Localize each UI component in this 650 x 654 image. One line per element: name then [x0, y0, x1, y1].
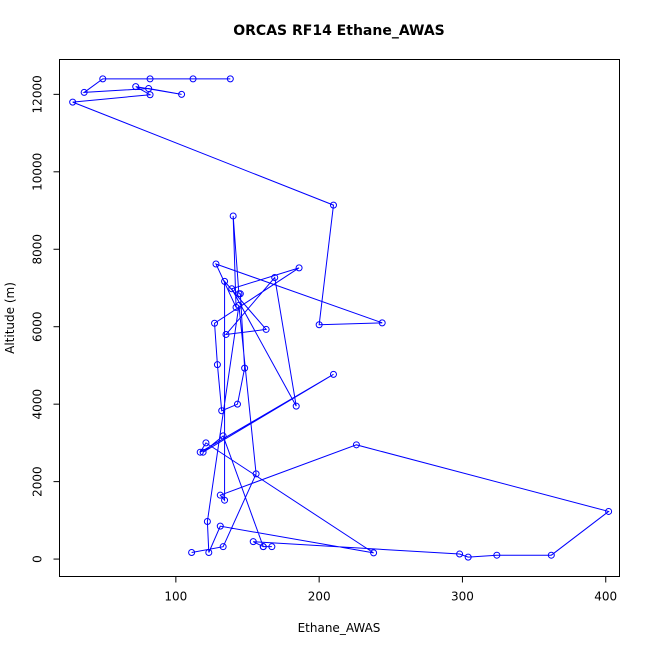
- data-point: [188, 548, 196, 556]
- data-point: [295, 264, 303, 272]
- data-point: [146, 75, 154, 83]
- data-point: [146, 91, 154, 99]
- y-tick-label: 4000: [31, 389, 45, 420]
- data-point: [370, 549, 378, 557]
- data-point: [315, 321, 323, 329]
- data-point: [211, 319, 219, 327]
- data-point: [219, 543, 227, 551]
- data-point: [222, 330, 230, 338]
- y-axis-label: Altitude (m): [3, 282, 17, 354]
- data-point: [199, 448, 207, 456]
- data-point: [271, 274, 279, 282]
- data-point: [228, 285, 236, 293]
- x-tick-label: 200: [308, 590, 331, 604]
- data-point: [605, 507, 613, 515]
- data-point: [241, 364, 249, 372]
- x-tick-label: 400: [594, 590, 617, 604]
- data-point: [69, 98, 77, 106]
- data-point: [218, 407, 226, 415]
- data-point: [268, 543, 276, 551]
- y-tick-label: 2000: [31, 466, 45, 497]
- data-point: [236, 290, 244, 298]
- data-point: [292, 402, 300, 410]
- data-point: [547, 551, 555, 559]
- data-point: [329, 201, 337, 209]
- data-point: [352, 441, 360, 449]
- data-point: [178, 90, 186, 98]
- data-point: [216, 491, 224, 499]
- x-axis-label: Ethane_AWAS: [298, 621, 381, 635]
- data-point: [221, 277, 229, 285]
- data-point: [189, 75, 197, 83]
- data-point: [259, 543, 267, 551]
- data-point: [213, 361, 221, 369]
- y-tick-label: 10000: [31, 153, 45, 191]
- data-point: [221, 496, 229, 504]
- data-point: [235, 301, 243, 309]
- data-point: [219, 432, 227, 440]
- data-point: [196, 448, 204, 456]
- data-point: [249, 538, 257, 546]
- series-line: [72, 78, 610, 558]
- data-point: [229, 212, 237, 220]
- y-tick-label: 12000: [31, 75, 45, 113]
- chart-title: ORCAS RF14 Ethane_AWAS: [233, 23, 445, 39]
- data-point: [464, 553, 472, 561]
- data-point: [203, 518, 211, 526]
- data-series: [69, 75, 613, 561]
- data-point: [493, 551, 501, 559]
- data-point: [212, 260, 220, 268]
- data-point: [145, 85, 153, 93]
- data-point: [132, 83, 140, 91]
- y-tick-label: 8000: [31, 234, 45, 265]
- data-point: [216, 522, 224, 530]
- data-point: [262, 325, 270, 333]
- data-point: [226, 75, 234, 83]
- data-point: [233, 400, 241, 408]
- data-point: [205, 548, 213, 556]
- plot-area: [59, 59, 620, 577]
- data-point: [456, 550, 464, 558]
- y-tick-label: 0: [31, 555, 45, 563]
- data-point: [99, 75, 107, 83]
- data-point: [252, 470, 260, 478]
- x-tick-label: 100: [164, 590, 187, 604]
- data-point: [80, 88, 88, 96]
- data-point: [378, 319, 386, 327]
- data-point: [329, 370, 337, 378]
- x-tick-label: 300: [451, 590, 474, 604]
- data-point: [202, 439, 210, 447]
- y-tick-label: 6000: [31, 311, 45, 342]
